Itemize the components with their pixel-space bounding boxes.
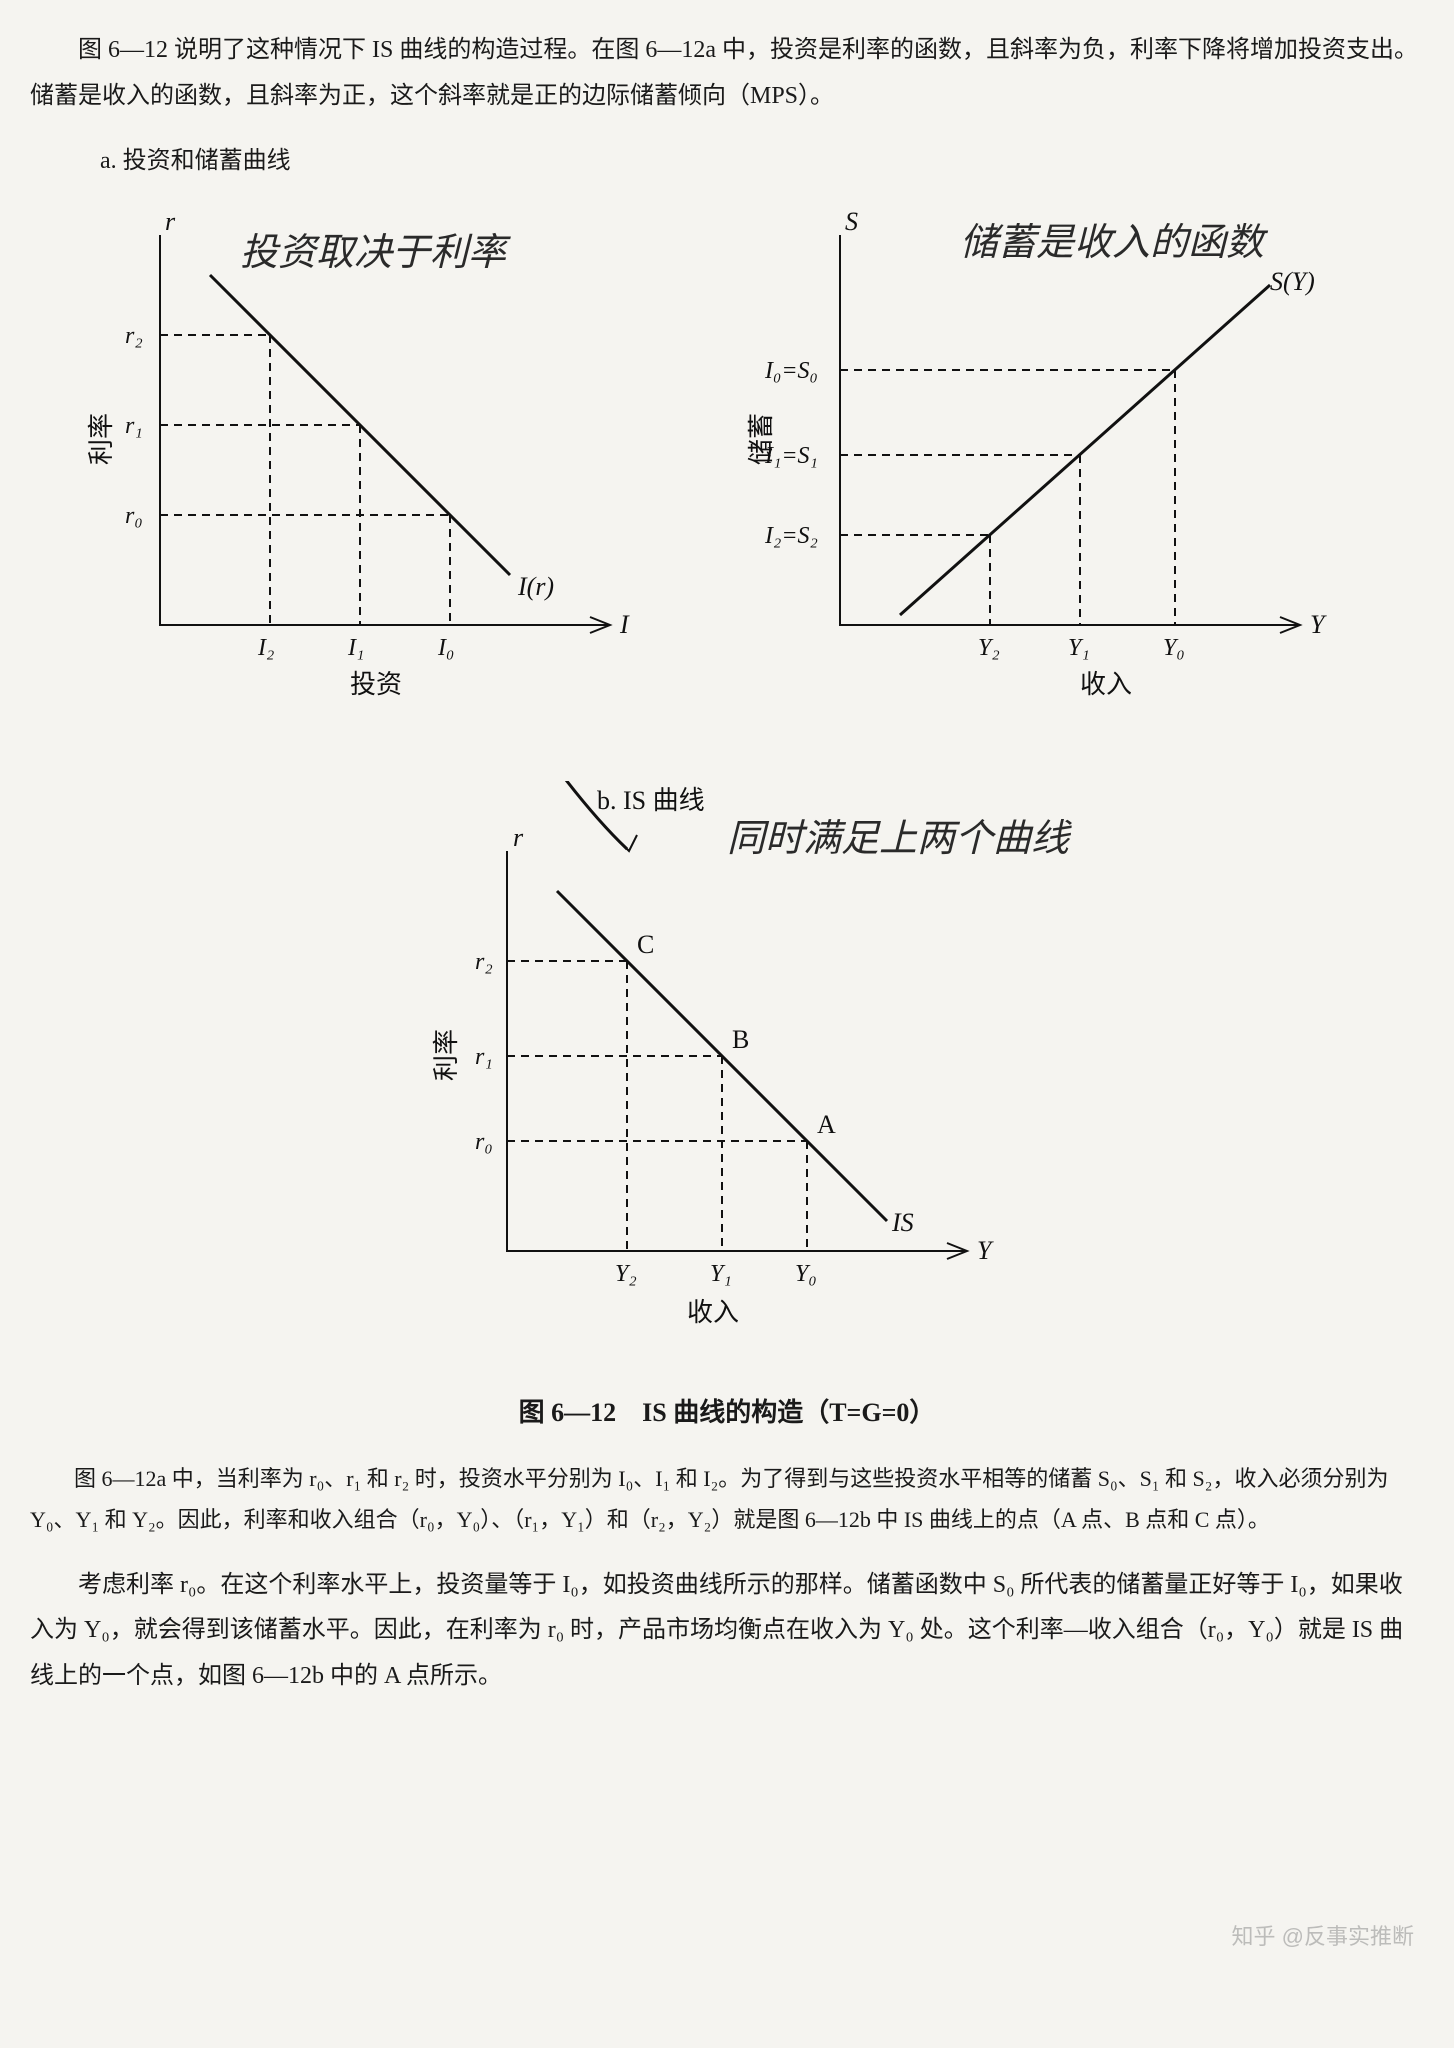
is-Y1: Y₁	[710, 1261, 732, 1287]
ytick-r0: r₀	[125, 503, 143, 529]
is-x-axis: Y	[977, 1236, 994, 1265]
point-B: B	[732, 1025, 749, 1054]
is-y-axis: r	[513, 823, 524, 852]
chart-is: b. IS 曲线 同时满足上两个曲线 r Y 利率 收入 IS r₂ Y₂ C …	[327, 781, 1127, 1361]
xtick-Y0: Y₀	[1163, 635, 1185, 661]
xtick-Y2: Y₂	[978, 635, 1000, 661]
curve-label-Ir: I(r)	[517, 572, 554, 601]
handnote-left: 投资取决于利率	[240, 232, 511, 274]
body-paragraph-2: 考虑利率 r₀。在这个利率水平上，投资量等于 I₀，如投资曲线所示的那样。储蓄函…	[30, 1563, 1424, 1700]
watermark: 知乎 @反事实推断	[1232, 1916, 1414, 1958]
y-axis-label-r: r	[165, 207, 176, 236]
chart-savings: S Y 储蓄 收入 储蓄是收入的函数 S(Y) I₀=S₀ Y₀ I₁=S₁ Y…	[710, 195, 1360, 752]
y-axis-label-S: S	[845, 207, 858, 236]
chart-investment: r I 利率 投资 投资取决于利率 I(r) r₂ I₂ r₁ I₁ r₀	[70, 195, 680, 752]
figure-caption: 图 6—12 IS 曲线的构造（T=G=0）	[30, 1388, 1424, 1437]
ytick-I0S0: I₀=S₀	[764, 358, 818, 384]
intro-paragraph: 图 6—12 说明了这种情况下 IS 曲线的构造过程。在图 6—12a 中，投资…	[30, 28, 1424, 119]
row-panel-a: r I 利率 投资 投资取决于利率 I(r) r₂ I₂ r₁ I₁ r₀	[70, 195, 1424, 752]
is-ylabel: 利率	[432, 1029, 461, 1081]
is-curve-label: IS	[891, 1208, 914, 1237]
handnote-center: 同时满足上两个曲线	[727, 818, 1072, 860]
panel-b-wrap: b. IS 曲线 同时满足上两个曲线 r Y 利率 收入 IS r₂ Y₂ C …	[30, 781, 1424, 1378]
xtick-I0: I₀	[437, 635, 454, 661]
handnote-right: 储蓄是收入的函数	[960, 222, 1269, 264]
ylabel-rate: 利率	[87, 413, 116, 465]
x-axis-label-Y: Y	[1310, 610, 1327, 639]
is-Y0: Y₀	[795, 1261, 817, 1287]
curve-label-SY: S(Y)	[1270, 267, 1315, 296]
panel-a-title: a. 投资和储蓄曲线	[100, 139, 1424, 185]
caption-paragraph: 图 6—12a 中，当利率为 r₀、r₁ 和 r₂ 时，投资水平分别为 I₀、I…	[30, 1459, 1424, 1540]
is-Y2: Y₂	[615, 1261, 637, 1287]
xtick-Y1: Y₁	[1068, 635, 1090, 661]
is-xlabel: 收入	[687, 1298, 739, 1327]
xlabel-income: 收入	[1080, 670, 1132, 699]
ytick-I2S2: I₂=S₂	[764, 523, 818, 549]
ytick-r1: r₁	[125, 413, 143, 439]
is-r2: r₂	[475, 949, 493, 975]
ytick-I1S1: I₁=S₁	[764, 443, 818, 469]
xlabel-invest: 投资	[350, 670, 402, 699]
point-A: A	[817, 1110, 836, 1139]
xtick-I1: I₁	[347, 635, 364, 661]
x-axis-label-I: I	[619, 610, 630, 639]
xtick-I2: I₂	[257, 635, 274, 661]
point-C: C	[637, 930, 654, 959]
ytick-r2: r₂	[125, 323, 143, 349]
is-r0: r₀	[475, 1129, 493, 1155]
is-r1: r₁	[475, 1044, 493, 1070]
panel-b-title: b. IS 曲线	[597, 786, 705, 815]
